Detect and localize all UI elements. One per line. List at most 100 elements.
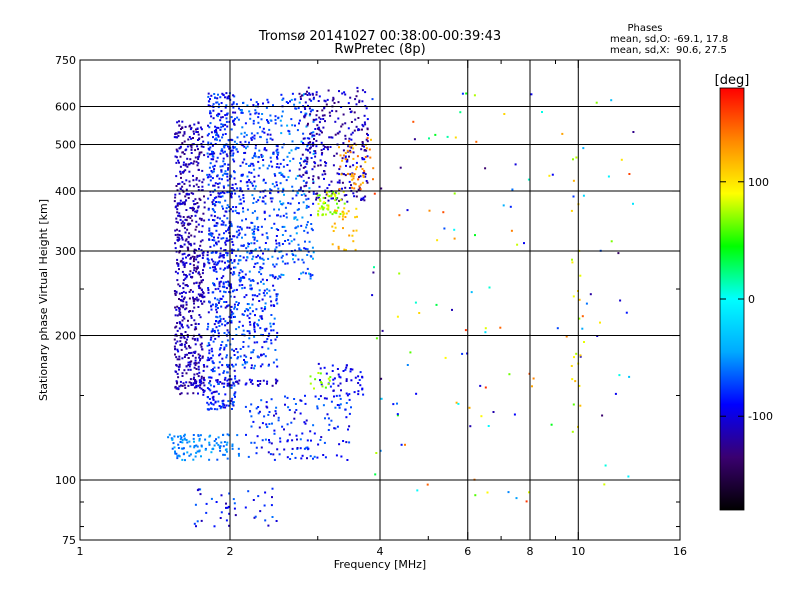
scatter-point (198, 273, 201, 276)
scatter-point (231, 445, 234, 448)
scatter-point (256, 216, 259, 219)
y-tick-label: 400 (55, 185, 76, 198)
scatter-point (320, 382, 323, 385)
scatter-point (176, 262, 179, 265)
scatter-point (246, 226, 249, 229)
scatter-point (225, 443, 228, 446)
scatter-point (273, 414, 275, 417)
scatter-point (176, 204, 179, 207)
scatter-point (188, 365, 191, 368)
scatter-point (240, 202, 243, 205)
scatter-point (184, 345, 187, 348)
scatter-point (309, 132, 312, 135)
scatter-point (309, 93, 312, 96)
scatter-point (571, 378, 574, 381)
scatter-point (329, 146, 332, 148)
scatter-point (225, 237, 228, 240)
scatter-point (195, 296, 198, 299)
scatter-point (182, 190, 185, 193)
scatter-point (225, 502, 227, 505)
scatter-point (306, 160, 309, 163)
scatter-point (231, 248, 234, 251)
scatter-point (305, 112, 308, 115)
scatter-point (314, 162, 317, 165)
scatter-point (415, 392, 418, 395)
scatter-point (349, 96, 352, 99)
scatter-point (275, 358, 278, 361)
scatter-point (328, 183, 331, 186)
scatter-point (305, 148, 308, 151)
scatter-point (219, 128, 222, 131)
scatter-point (179, 380, 182, 383)
scatter-point (221, 285, 224, 288)
scatter-point (320, 383, 323, 386)
scatter-point (320, 436, 323, 439)
scatter-point (272, 322, 275, 325)
scatter-point (178, 355, 181, 358)
scatter-point (216, 263, 219, 266)
scatter-point (318, 116, 321, 119)
scatter-point (265, 232, 268, 235)
scatter-point (332, 192, 335, 195)
scatter-point (211, 201, 214, 204)
scatter-point (361, 141, 364, 143)
scatter-point (345, 441, 348, 444)
scatter-point (327, 206, 330, 209)
scatter-point (231, 252, 234, 254)
scatter-point (264, 181, 267, 184)
scatter-point (252, 122, 255, 125)
scatter-point (194, 343, 197, 346)
scatter-point (251, 136, 254, 139)
scatter-point (229, 154, 232, 157)
scatter-point (178, 313, 181, 316)
scatter-point (259, 365, 262, 368)
scatter-point (215, 134, 218, 137)
scatter-point (190, 192, 193, 195)
scatter-point (266, 338, 269, 340)
scatter-point (260, 118, 263, 121)
scatter-point (334, 191, 337, 194)
scatter-point (213, 283, 215, 286)
scatter-point (325, 193, 328, 196)
scatter-point (372, 178, 374, 181)
scatter-point (194, 210, 197, 213)
scatter-point (324, 164, 327, 167)
scatter-point (239, 348, 242, 350)
scatter-point (218, 177, 221, 180)
scatter-point (221, 323, 224, 326)
scatter-point (207, 197, 210, 200)
scatter-point (265, 405, 268, 408)
scatter-point (250, 171, 253, 174)
scatter-point (201, 302, 204, 305)
scatter-point (248, 337, 251, 340)
scatter-point (178, 365, 181, 368)
scatter-point (221, 149, 224, 152)
scatter-point (213, 184, 216, 187)
scatter-point (190, 382, 193, 385)
scatter-point (236, 187, 239, 190)
scatter-point (210, 158, 213, 161)
scatter-point (197, 353, 200, 356)
scatter-point (180, 384, 182, 387)
scatter-point (226, 112, 229, 115)
scatter-point (275, 298, 278, 300)
scatter-point (200, 342, 203, 345)
scatter-point (179, 218, 182, 221)
scatter-point (330, 197, 333, 200)
scatter-point (218, 361, 221, 364)
scatter-point (317, 362, 320, 365)
scatter-point (210, 357, 213, 360)
scatter-point (287, 176, 290, 179)
scatter-point (572, 195, 575, 198)
scatter-point (259, 510, 262, 513)
scatter-point (343, 173, 345, 176)
scatter-point (218, 192, 221, 195)
scatter-point (327, 199, 330, 202)
scatter-point (355, 125, 358, 128)
scatter-point (327, 417, 330, 420)
scatter-point (224, 96, 226, 99)
scatter-point (327, 208, 330, 211)
scatter-point (262, 353, 265, 356)
scatter-point (219, 192, 222, 194)
scatter-point (207, 208, 210, 211)
